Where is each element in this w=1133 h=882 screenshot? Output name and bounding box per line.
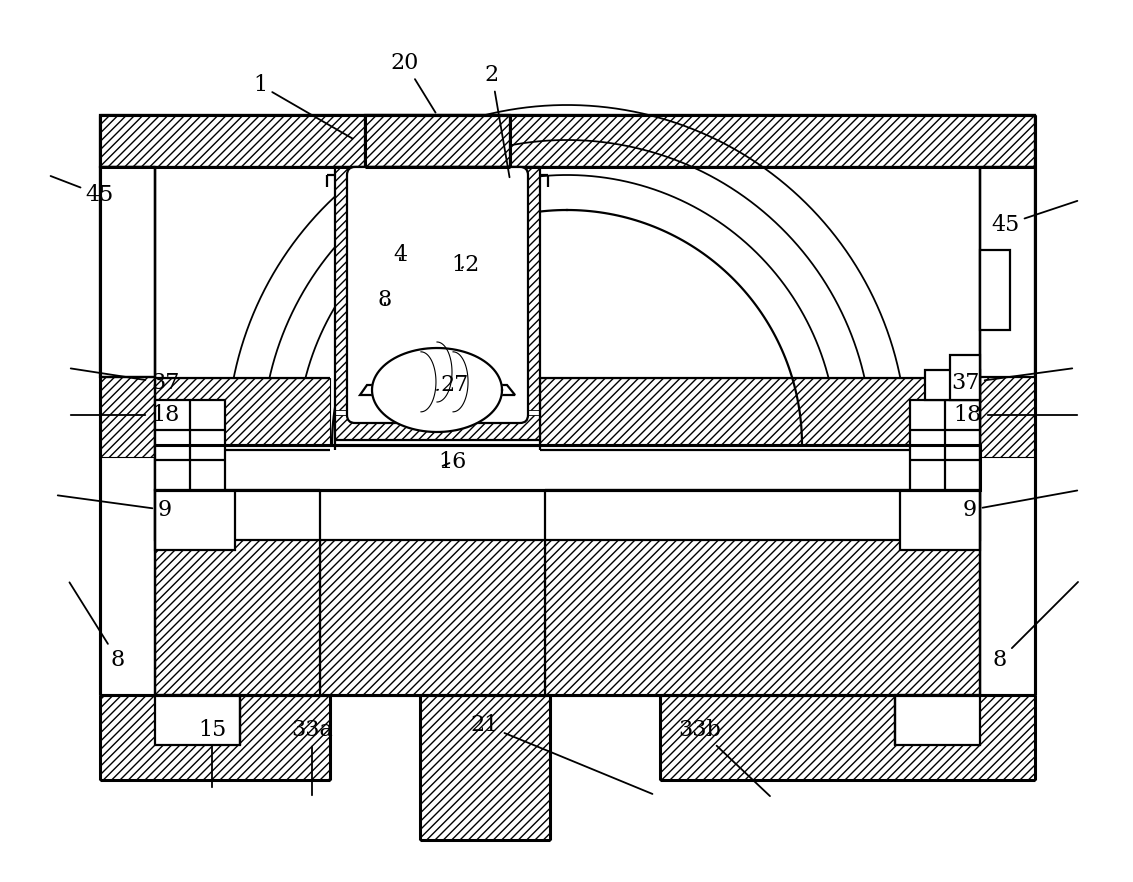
- Text: 37: 37: [70, 369, 179, 394]
- Bar: [661, 695, 1036, 780]
- Text: 1: 1: [253, 74, 352, 138]
- Bar: [540, 378, 980, 450]
- Bar: [335, 167, 355, 410]
- Bar: [155, 400, 225, 490]
- Text: 45: 45: [991, 201, 1077, 236]
- Bar: [980, 167, 1036, 377]
- Bar: [100, 167, 155, 457]
- Bar: [520, 167, 540, 410]
- Text: 4: 4: [393, 244, 407, 266]
- Bar: [949, 355, 980, 400]
- Text: 33a: 33a: [291, 719, 333, 796]
- Bar: [925, 370, 980, 400]
- Bar: [155, 490, 235, 550]
- Text: 16: 16: [437, 451, 466, 473]
- Bar: [155, 490, 320, 695]
- Text: 2: 2: [485, 64, 510, 177]
- Bar: [420, 695, 550, 840]
- Text: 12: 12: [451, 254, 479, 276]
- Bar: [100, 167, 155, 377]
- Bar: [155, 445, 980, 490]
- Text: 37: 37: [951, 369, 1072, 394]
- Bar: [155, 400, 225, 490]
- Bar: [155, 378, 330, 450]
- Bar: [155, 490, 980, 695]
- Bar: [545, 490, 980, 695]
- Text: 8: 8: [69, 582, 125, 671]
- Bar: [900, 490, 980, 550]
- Text: 9: 9: [963, 490, 1077, 521]
- Bar: [895, 695, 980, 745]
- Text: 33b: 33b: [679, 719, 770, 796]
- Text: 15: 15: [198, 719, 227, 788]
- Bar: [335, 415, 540, 440]
- Text: 8: 8: [378, 289, 392, 311]
- Bar: [910, 400, 980, 490]
- Text: 21: 21: [471, 714, 653, 794]
- Bar: [980, 167, 1036, 457]
- Bar: [155, 695, 240, 745]
- Text: 18: 18: [954, 404, 1077, 426]
- Bar: [980, 250, 1010, 330]
- Polygon shape: [372, 348, 502, 432]
- Text: 20: 20: [391, 52, 435, 113]
- Bar: [100, 115, 1036, 167]
- Text: 8: 8: [993, 582, 1077, 671]
- FancyBboxPatch shape: [347, 167, 528, 423]
- Text: 18: 18: [70, 404, 179, 426]
- Text: 45: 45: [51, 176, 114, 206]
- Text: 9: 9: [58, 496, 172, 521]
- Bar: [365, 115, 510, 167]
- Bar: [910, 400, 980, 490]
- Bar: [100, 695, 330, 780]
- Text: 27: 27: [437, 374, 469, 396]
- Bar: [155, 490, 980, 540]
- Polygon shape: [360, 385, 516, 395]
